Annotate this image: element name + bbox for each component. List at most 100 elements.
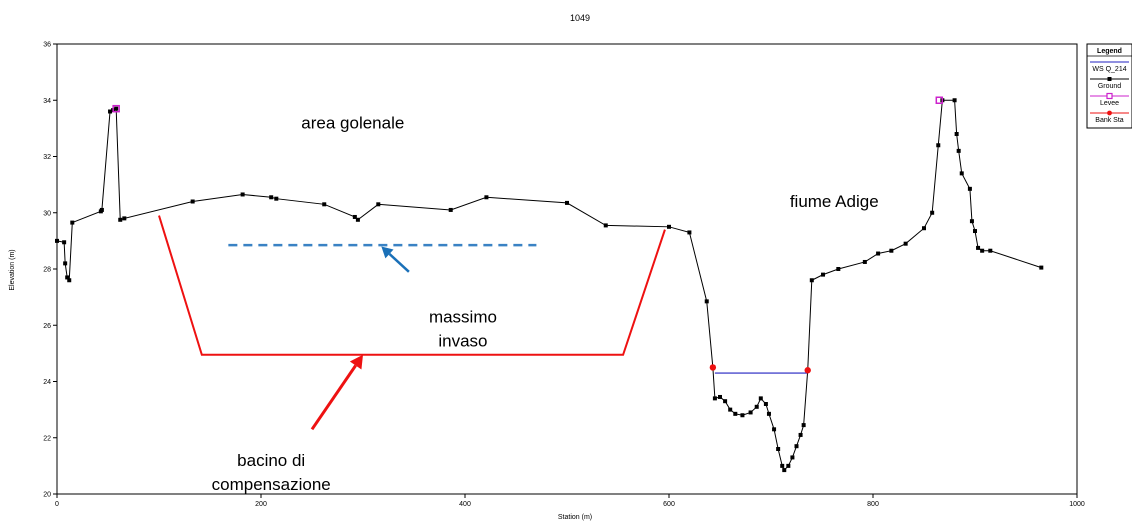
ground-point [723,399,728,404]
ground-point [65,275,70,280]
y-tick-label: 36 [43,42,51,49]
ground-point [704,299,709,304]
ground-point [776,447,781,451]
ground-point [240,192,245,197]
arrow-basin-head [349,354,363,370]
ground-point [952,98,957,103]
ground-point [376,202,381,207]
x-tick-label: 1000 [1069,501,1085,508]
arrow-basin-shaft [310,364,357,431]
ground-point [801,423,806,428]
y-tick-label: 34 [43,98,51,105]
ground-point [269,195,274,200]
ground-point [322,202,327,207]
ground-point [980,248,985,253]
ground-point [55,238,59,243]
legend-label: Ground [1098,83,1121,90]
ground-point [565,200,569,205]
ground-point [190,199,195,204]
ground-point [62,240,67,245]
ground-point [733,411,738,416]
x-tick-label: 400 [459,501,471,508]
ground-point [976,245,981,250]
levee-point [935,96,944,104]
ground-point [99,207,104,212]
ground-point [352,214,357,219]
legend-marker-circle [1107,110,1112,116]
x-tick-label: 200 [255,501,267,508]
area-golenale-label: area golenale [301,113,404,132]
massimo-invaso-label: massimo [429,307,497,326]
ground-point [448,207,453,212]
ground-point [118,217,123,222]
ground-point [718,394,722,399]
ground-point [728,407,733,412]
bacino-compensazione-label: compensazione [212,475,331,494]
x-tick-label: 0 [55,501,59,508]
ground-point [836,267,841,271]
ground-point [63,261,68,266]
y-tick-label: 26 [43,323,51,330]
ground-point [782,468,787,473]
ground-point [969,219,974,224]
basin-outline [158,215,666,356]
ground-point [772,427,777,432]
ground-point [763,402,768,406]
y-tick-label: 22 [43,435,51,442]
bank-station-point [709,364,717,371]
ground-point [1039,265,1044,270]
y-tick-label: 20 [43,492,51,499]
ground-point [954,132,959,136]
axes-ticks: 0 200 400 600 800 1000 20 22 24 26 28 30 32 34 36 [43,42,1085,509]
ground-point [748,410,753,415]
ground-point [603,223,608,228]
y-tick-label: 28 [43,267,51,274]
chart-title: 1049 [570,13,590,23]
legend-label: Bank Sta [1095,117,1124,124]
ground-point [70,220,75,225]
ground-point [67,278,72,283]
ground-point [687,230,692,235]
ground-point [754,404,759,409]
ground-point [809,278,814,283]
legend-marker-square [1107,77,1112,81]
ground-point [821,272,826,277]
x-axis-label: Station (m) [558,514,592,521]
ground-point [956,148,961,153]
ground-point [967,186,972,191]
data-series [55,96,1044,473]
legend-label: Levee [1100,100,1119,107]
ground-point [758,396,763,401]
ground-point [780,463,785,468]
annotation-overlays [158,215,666,431]
legend-marker-open-square [1106,92,1113,100]
ground-point [122,216,127,221]
ground-point [740,413,745,418]
ground-point [973,229,977,234]
y-tick-label: 24 [43,379,51,386]
ground-point [790,455,795,460]
ground-point [889,248,894,253]
ground-point [766,411,771,416]
x-tick-label: 800 [867,501,879,508]
ground-point [114,106,119,111]
massimo-invaso-label: invaso [438,331,487,350]
levee-point [112,104,120,113]
annotation-labels: area golenale fiume Adige massimo invaso bac… [212,113,879,494]
ground-point [930,210,935,215]
ground-point [798,432,803,437]
ground-point [484,195,489,200]
ground-point [936,143,941,148]
ground-point [712,396,717,401]
ground-point [108,109,113,114]
fiume-adige-label: fiume Adige [790,192,879,211]
ground-point [794,444,799,449]
bacino-compensazione-label: bacino di [237,451,305,470]
ground-point [988,248,993,253]
ground-point [959,171,964,176]
legend-title: Legend [1097,48,1122,55]
y-tick-label: 32 [43,154,51,161]
